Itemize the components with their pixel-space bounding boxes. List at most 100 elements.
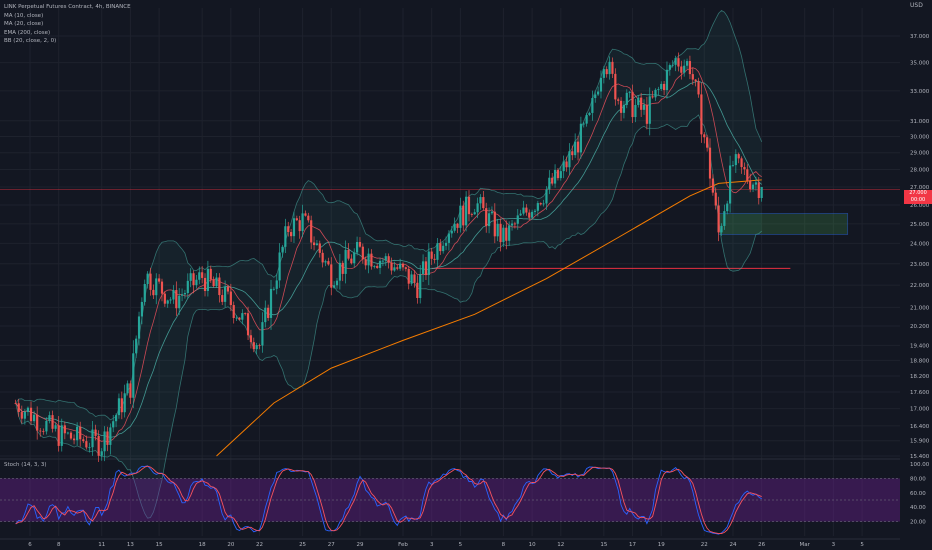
candle [637,95,640,108]
candle [344,240,347,284]
candle-body [183,293,187,295]
candle [209,265,212,283]
candle-body [723,211,726,226]
candle-body [726,203,729,212]
candle [272,286,275,291]
candle [631,84,634,123]
price-axis[interactable]: 37.000 35.000 33.000 31.000 30.000 29.000 28.0… [910,34,930,526]
candle-body [20,412,23,419]
candle-body [579,123,582,153]
candle-body [198,272,201,280]
candle-body [146,273,149,285]
candle-body [462,205,465,226]
legend-bb[interactable]: BB (20, close, 2, 0) [4,38,57,45]
candle-body [536,203,539,211]
candle [562,155,565,179]
candle [269,280,273,330]
candle [29,401,33,425]
candle-body [301,213,304,232]
candle [720,223,723,236]
candle [378,257,382,275]
candle [485,202,488,233]
candle [685,58,689,70]
candle-body [60,425,63,446]
candle-body [634,104,637,118]
candle-body [700,94,703,135]
candle [324,259,327,267]
candle-body [123,393,126,413]
candle [565,156,568,172]
candle [14,399,17,405]
candle [459,197,462,233]
candle-body [594,94,597,99]
candle-body [109,427,112,445]
price-tick-label: 30.000 [910,134,930,140]
candle [224,280,227,308]
candle [60,418,63,452]
legend-ma10[interactable]: MA (10, close) [4,12,44,19]
candle-body [347,249,350,259]
candle-body [622,104,626,113]
candle [367,248,370,274]
candle-body [588,112,591,115]
candle-body [39,430,42,432]
time-tick-label: 5 [459,542,463,548]
candle [533,208,537,215]
candle-body [553,169,557,184]
candle-body [278,252,281,281]
candle [160,278,164,302]
legend-ema200[interactable]: EMA (200, close) [4,29,51,36]
legend-title[interactable]: LINK Perpetual Futures Contract, 4h, BIN… [4,4,131,10]
candle [487,207,491,234]
time-tick-label: Feb [398,542,408,548]
candle [513,221,516,229]
candle [588,111,591,117]
candle-body [269,288,273,318]
candle-body [76,426,79,441]
candle [754,176,758,191]
candle-body [625,92,628,105]
candle [370,249,373,270]
candle-body [496,223,499,237]
candle-body [330,264,333,288]
candle [476,197,479,219]
chart-legend: LINK Perpetual Futures Contract, 4h, BIN… [4,3,131,46]
legend-ma20[interactable]: MA (20, close) [4,21,44,28]
candle [619,97,623,121]
candle-body [645,104,648,124]
candle [760,186,763,202]
candle-body [703,134,706,138]
candle-body [112,421,115,428]
candle [178,288,181,315]
candle-body [258,345,261,346]
candle [453,217,456,233]
time-axis[interactable]: 6 8 11 13 15 18 20 22 25 27 29 Feb 3 5 8 10 12 15 17 19 22 24… [28,542,864,548]
candle [180,288,184,302]
candle [249,329,253,349]
currency-label[interactable]: USD [910,2,923,9]
candle-body [54,425,57,429]
candle [528,209,531,221]
candle-body [353,252,356,264]
candle [135,335,138,358]
candle-body [143,284,146,302]
candle [97,430,100,462]
candle [525,204,528,216]
candle [72,434,76,445]
candle [404,266,407,272]
candle-body [137,316,141,339]
candle-body [436,243,439,260]
candle [499,218,502,252]
candle [304,210,307,217]
candle [726,200,729,215]
candle [241,309,244,325]
candle-body [51,415,54,429]
candle [614,68,617,106]
candle [711,174,714,196]
candle-body [556,169,560,179]
price-tick-label: 18.200 [910,374,930,380]
candle [94,424,97,441]
stoch-legend[interactable]: Stoch (14, 3, 3) [4,462,47,468]
candles[interactable] [14,52,763,462]
